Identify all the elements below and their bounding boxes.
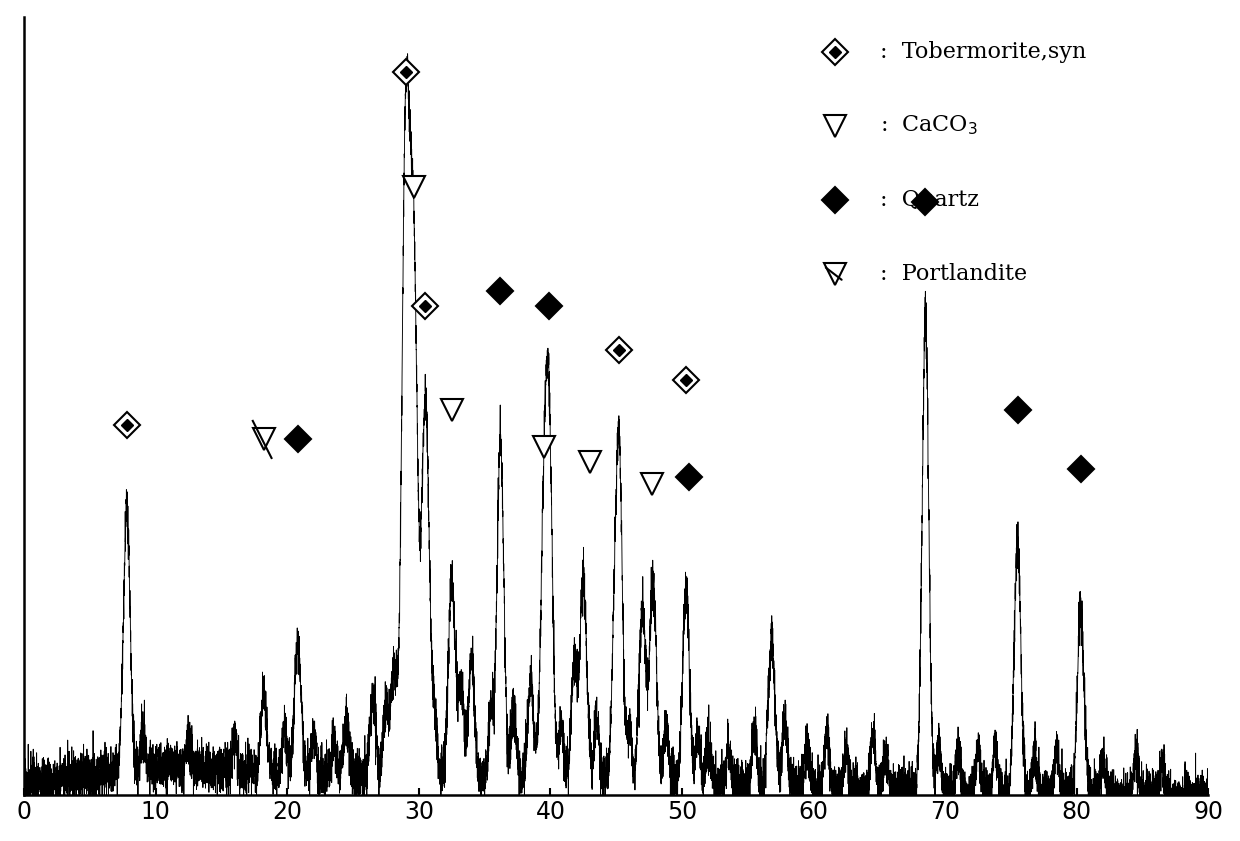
Text: :  CaCO$_3$: : CaCO$_3$ xyxy=(880,114,978,137)
Text: :  Quartz: : Quartz xyxy=(880,188,980,211)
Text: :  Tobermorite,syn: : Tobermorite,syn xyxy=(880,40,1086,63)
Text: :  Portlandite: : Portlandite xyxy=(880,262,1028,284)
